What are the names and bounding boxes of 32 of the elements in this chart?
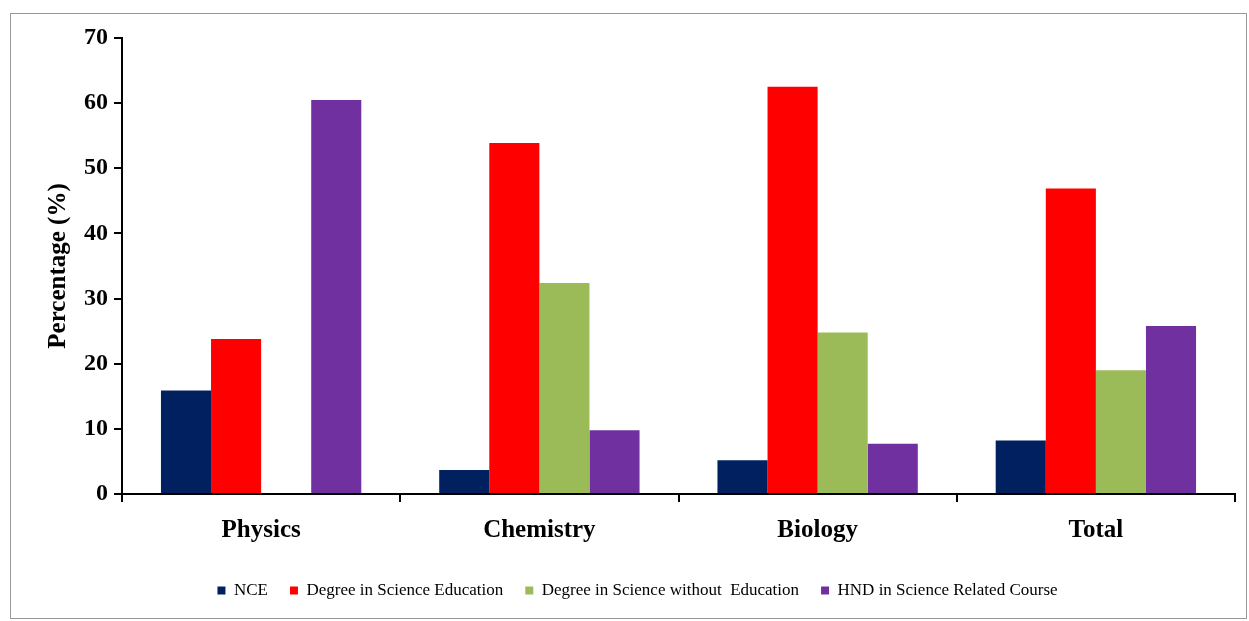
y-tick-label: 20 [84, 348, 108, 375]
bar [717, 460, 768, 493]
bar [160, 390, 212, 493]
x-tick-label: Biology [777, 515, 859, 543]
y-tick-label: 40 [84, 218, 108, 245]
bar [995, 440, 1046, 493]
legend-label: NCE [233, 579, 268, 599]
x-tick-label: Chemistry [483, 515, 597, 543]
x-tick-label: Physics [221, 515, 301, 543]
y-tick-label: 30 [84, 283, 108, 310]
x-tick-label: Total [1068, 515, 1124, 543]
bar [867, 443, 918, 493]
bar [211, 338, 262, 493]
bar [1095, 370, 1146, 493]
legend-label: Degree in Science Education [306, 579, 504, 599]
y-tick-label: 50 [84, 153, 108, 180]
y-tick-label: 70 [84, 23, 108, 50]
bar [817, 332, 868, 493]
bar [1145, 325, 1197, 493]
bar [539, 282, 590, 493]
y-tick-label: 10 [84, 414, 108, 441]
bar [767, 86, 818, 493]
bar [311, 99, 362, 493]
legend-label: HND in Science Related Course [837, 579, 1058, 599]
bar [439, 469, 490, 493]
bar [489, 142, 540, 493]
y-tick-label: 0 [96, 479, 108, 506]
bar [589, 430, 640, 493]
y-axis-title: Percentage (%) [43, 183, 72, 349]
legend-label: Degree in Science without Education [541, 579, 800, 599]
y-tick-label: 60 [84, 88, 108, 115]
bar [1045, 188, 1096, 493]
